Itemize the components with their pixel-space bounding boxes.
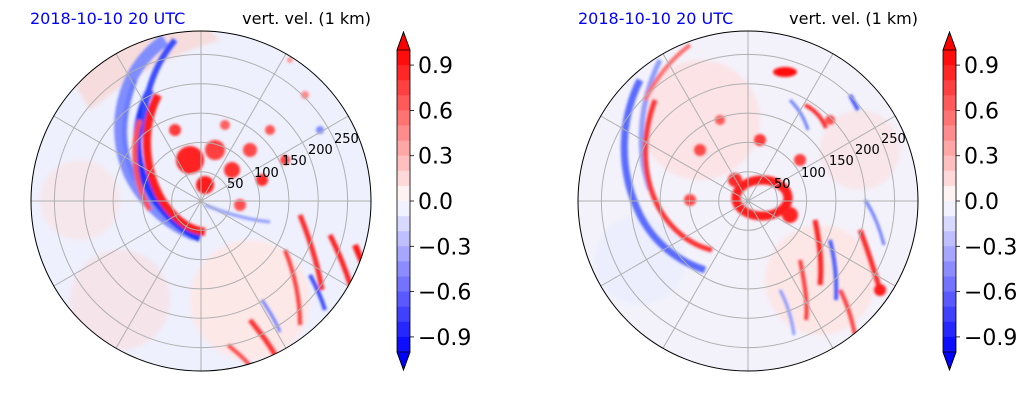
colorbar-band (397, 231, 410, 247)
colorbar-band (397, 185, 410, 202)
radial-tick-100: 100 (801, 166, 826, 181)
colorbar-extend-min (396, 351, 411, 372)
polar-panel-right: 2018-10-10 20 UTC vert. vel. (1 km) (577, 9, 1017, 372)
panel-title-variable: vert. vel. (1 km) (242, 9, 371, 28)
radial-tick-150: 150 (829, 154, 854, 169)
colorbar-band (943, 201, 956, 217)
radial-tick-labels-left: 50 100 150 200 250 (227, 132, 359, 192)
polar-frame-right (577, 30, 919, 372)
colorbar-band (397, 155, 410, 172)
colorbar-band (943, 170, 956, 187)
radial-tick-250: 250 (334, 132, 359, 147)
radial-tick-labels-right: 50 100 150 200 250 (774, 132, 906, 192)
colorbar-band (397, 261, 410, 277)
colorbar-band (397, 125, 410, 142)
colorbar-tick-label: 0.3 (964, 145, 999, 170)
colorbar-extend-max (396, 30, 411, 51)
colorbar-band (943, 185, 956, 202)
colorbar-band (397, 201, 410, 217)
colorbar-band (943, 261, 956, 277)
radial-tick-250: 250 (881, 132, 906, 147)
colorbar-band (397, 291, 410, 308)
positive-core-cluster (169, 120, 290, 211)
colorbar-band (397, 321, 410, 338)
colorbar-tick-label: −0.9 (964, 326, 1017, 351)
colorbar-band (943, 246, 956, 262)
colorbar-band (397, 140, 410, 157)
colorbar-band (943, 291, 956, 308)
colorbar-band (397, 50, 410, 66)
colorbar-band (397, 95, 410, 111)
positive-band-main (642, 99, 713, 253)
radial-tick-50: 50 (227, 177, 244, 192)
polar-grid-left (31, 31, 371, 371)
colorbar-extend-min (942, 351, 957, 372)
colorbar-band (397, 306, 410, 323)
colorbar-tick-label: −0.3 (964, 235, 1017, 260)
radial-tick-100: 100 (254, 166, 279, 181)
panel-title-variable: vert. vel. (1 km) (789, 9, 918, 28)
positive-core-cluster (684, 115, 835, 223)
colorbar-band (397, 246, 410, 262)
colorbar-band (943, 155, 956, 172)
polar-frame-left (30, 30, 372, 372)
colorbar-tick-label: −0.3 (418, 235, 471, 260)
colorbar-band (397, 80, 410, 96)
colorbar-band (943, 125, 956, 142)
colorbar-band (943, 231, 956, 247)
colorbar-tick-label: 0.6 (418, 99, 453, 124)
panel-title-date: 2018-10-10 20 UTC (30, 9, 185, 28)
colorbar-band (397, 110, 410, 126)
colorbar-band (943, 336, 956, 353)
radial-tick-150: 150 (282, 154, 307, 169)
colorbar-band (943, 140, 956, 157)
panel-title-date: 2018-10-10 20 UTC (578, 9, 733, 28)
polar-panel-left: 2018-10-10 20 UTC vert. vel. (1 km) (30, 9, 471, 372)
colorbar-right: 0.9 0.6 0.3 0.0 −0.3 −0.6 −0.9 (942, 30, 1017, 372)
colorbar-tick-label: 0.6 (964, 99, 999, 124)
colorbar-tick-label: −0.9 (418, 326, 471, 351)
colorbar-tick-label: −0.6 (964, 281, 1017, 306)
colorbar-left: 0.9 0.6 0.3 0.0 −0.3 −0.6 −0.9 (396, 30, 471, 372)
colorbar-tick-label: 0.0 (964, 190, 999, 215)
colorbar-tick-label: 0.0 (418, 190, 453, 215)
negative-band-outer (620, 78, 707, 274)
colorbar-band (397, 170, 410, 187)
colorbar-extend-max (942, 30, 957, 51)
colorbar-band (943, 110, 956, 126)
colorbar-band (943, 80, 956, 96)
colorbar-tick-label: 0.9 (418, 54, 453, 79)
colorbar-band (943, 276, 956, 293)
colorbar-band (397, 276, 410, 293)
colorbar-band (943, 65, 956, 81)
colorbar-band (943, 306, 956, 323)
radial-tick-200: 200 (855, 143, 880, 158)
colorbar-band (943, 321, 956, 338)
colorbar-tick-label: −0.6 (418, 281, 471, 306)
colorbar-tick-label: 0.3 (418, 145, 453, 170)
polar-grid-right (578, 31, 918, 371)
positive-streaks-southeast (798, 219, 886, 336)
colorbar-band (397, 65, 410, 81)
colorbar-band (397, 216, 410, 232)
colorbar-band (943, 216, 956, 232)
colorbar-band (943, 50, 956, 66)
radial-tick-50: 50 (774, 177, 791, 192)
colorbar-band (943, 95, 956, 111)
negative-streaks-southeast (778, 199, 886, 336)
radial-tick-200: 200 (308, 143, 333, 158)
colorbar-band (397, 336, 410, 353)
colorbar-tick-label: 0.9 (964, 54, 999, 79)
